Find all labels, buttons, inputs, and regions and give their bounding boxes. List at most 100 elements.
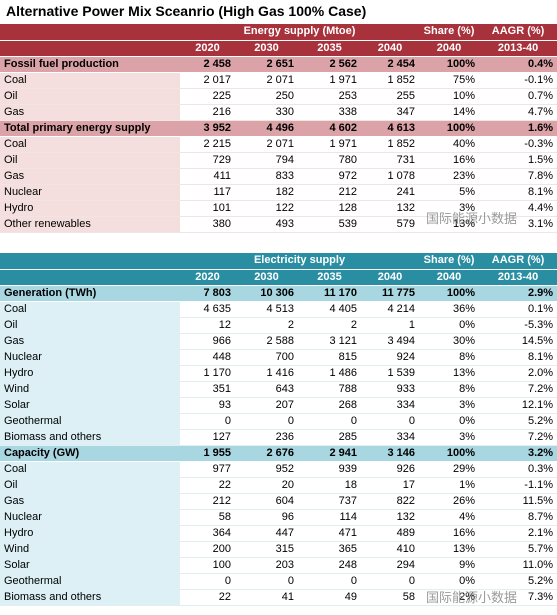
year-header: 2020 [180, 269, 235, 286]
cell: 114 [298, 509, 361, 526]
cell: 8.7% [479, 509, 557, 526]
cell: 96 [235, 509, 298, 526]
cell: 977 [180, 461, 235, 478]
row-label: Wind [0, 381, 180, 398]
year-header: 2030 [235, 269, 298, 286]
cell: 30% [419, 333, 480, 350]
group-header: Electricity supply [180, 253, 420, 270]
cell: 0 [180, 413, 235, 430]
cell: 29% [419, 461, 480, 478]
cell: 7.3% [479, 589, 557, 606]
cell: 0.4% [479, 56, 557, 73]
cell: 5.7% [479, 541, 557, 558]
header-cell [0, 269, 180, 286]
cell: 2 458 [180, 56, 235, 73]
cell: 5.2% [479, 413, 557, 430]
data-row: Coal 2 017 2 071 1 971 1 852 75% -0.1% [0, 72, 557, 89]
cell: 411 [180, 168, 235, 185]
cell: 579 [361, 216, 420, 233]
row-label: Gas [0, 168, 180, 185]
row-label: Biomass and others [0, 589, 180, 606]
cell: 2% [419, 589, 480, 606]
cell: 18 [298, 477, 361, 494]
data-row: Nuclear 117 182 212 241 5% 8.1% [0, 184, 557, 201]
row-label: Coal [0, 301, 180, 318]
row-label: Coal [0, 72, 180, 89]
cell: 2 454 [361, 56, 420, 73]
cell: 11.5% [479, 493, 557, 510]
section-row: Capacity (GW) 1 955 2 676 2 941 3 146 100% 3.2… [0, 445, 557, 462]
data-row: Nuclear 448 700 815 924 8% 8.1% [0, 349, 557, 366]
row-label: Nuclear [0, 509, 180, 526]
cell: 0% [419, 317, 480, 334]
cell: 182 [235, 184, 298, 201]
data-row: Oil 729 794 780 731 16% 1.5% [0, 152, 557, 169]
cell: 17 [361, 477, 420, 494]
cell: 604 [235, 493, 298, 510]
section-row: Generation (TWh) 7 803 10 306 11 170 11 775 1… [0, 285, 557, 302]
cell: 1 852 [361, 136, 420, 153]
cell: 933 [361, 381, 420, 398]
aagr-header: AAGR (%) [479, 253, 557, 270]
cell: 58 [361, 589, 420, 606]
cell: 364 [180, 525, 235, 542]
cell: 2 588 [235, 333, 298, 350]
cell: 334 [361, 397, 420, 414]
cell: 4 635 [180, 301, 235, 318]
cell: 7.2% [479, 381, 557, 398]
cell: 0.3% [479, 461, 557, 478]
cell: 4 214 [361, 301, 420, 318]
cell: 924 [361, 349, 420, 366]
data-row: Gas 966 2 588 3 121 3 494 30% 14.5% [0, 333, 557, 350]
cell: 1% [419, 477, 480, 494]
cell: 132 [361, 509, 420, 526]
watermark: 国际能源小数据 [425, 590, 517, 605]
row-label: Hydro [0, 525, 180, 542]
cell: 2 676 [235, 445, 298, 462]
cell: 5% [419, 184, 480, 201]
year-header: 2030 [235, 40, 298, 57]
cell: 0% [419, 413, 480, 430]
cell: 0% [419, 573, 480, 590]
cell: 3.2% [479, 445, 557, 462]
cell: 448 [180, 349, 235, 366]
cell: 253 [298, 88, 361, 105]
row-label: Total primary energy supply [0, 120, 180, 137]
cell: 1 539 [361, 365, 420, 382]
row-label: Coal [0, 461, 180, 478]
cell: 380 [180, 216, 235, 233]
cell: 7.8% [479, 168, 557, 185]
aagr-header: AAGR (%) [479, 24, 557, 41]
cell: 20 [235, 477, 298, 494]
cell: 212 [180, 493, 235, 510]
row-label: Nuclear [0, 349, 180, 366]
cell: 3 952 [180, 120, 235, 137]
cell: 75% [419, 72, 480, 89]
data-row: Oil 22 20 18 17 1% -1.1% [0, 477, 557, 494]
cell: 330 [235, 104, 298, 121]
cell: 833 [235, 168, 298, 185]
cell: 815 [298, 349, 361, 366]
row-label: Oil [0, 88, 180, 105]
title: Alternative Power Mix Sceanrio (High Gas… [6, 3, 367, 19]
data-row: Biomass and others 127 236 285 334 3% 7.2% [0, 429, 557, 446]
cell: 0 [361, 573, 420, 590]
cell: 26% [419, 493, 480, 510]
cell: 207 [235, 397, 298, 414]
cell: 939 [298, 461, 361, 478]
year-header: 2035 [298, 40, 361, 57]
cell: 4% [419, 509, 480, 526]
data-row: Nuclear 58 96 114 132 4% 8.7% [0, 509, 557, 526]
cell: 493 [235, 216, 298, 233]
cell: 294 [361, 557, 420, 574]
cell: 3 121 [298, 333, 361, 350]
cell: 14% [419, 104, 480, 121]
year-header: 2020 [180, 40, 235, 57]
cell: 4 513 [235, 301, 298, 318]
cell: 23% [419, 168, 480, 185]
year-header: 2040 [361, 269, 420, 286]
cell: 334 [361, 429, 420, 446]
cell: 700 [235, 349, 298, 366]
cell: 788 [298, 381, 361, 398]
cell: 2 071 [235, 136, 298, 153]
